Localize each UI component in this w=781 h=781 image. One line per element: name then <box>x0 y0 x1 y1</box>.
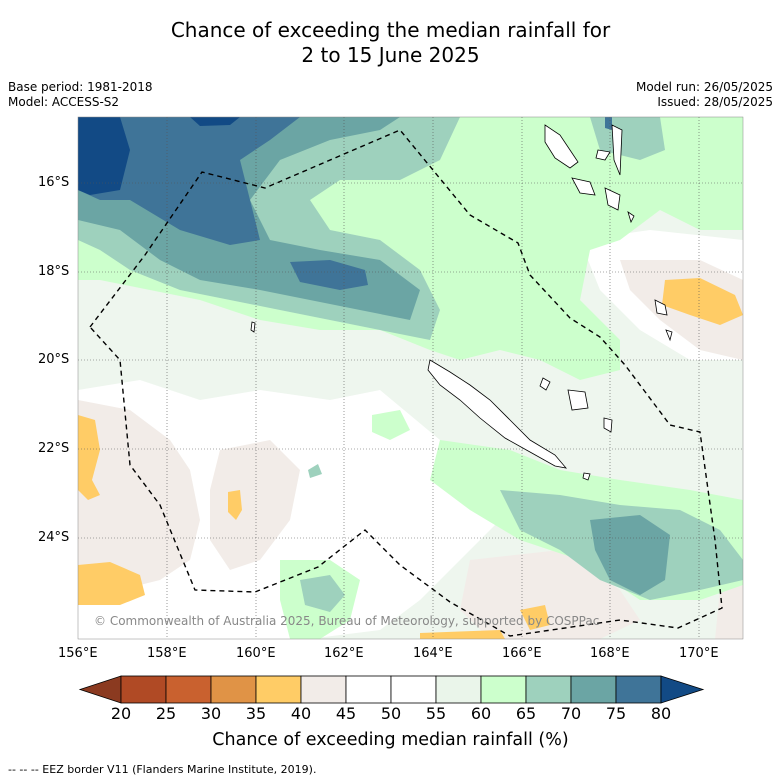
colorbar-tick-label: 50 <box>380 704 402 723</box>
colorbar <box>78 675 705 704</box>
colorbar-tick-label: 25 <box>155 704 177 723</box>
loyalty-island-b <box>567 389 589 411</box>
colorbar-tick-label: 75 <box>605 704 627 723</box>
loyalty-island-c <box>539 377 551 391</box>
colorbar-tick-label: 55 <box>425 704 447 723</box>
colorbar-segment <box>615 675 662 704</box>
lat-tick-18s: 18°S <box>38 264 70 279</box>
loyalty-island-d <box>603 417 613 433</box>
model-run: Model run: 26/05/2025 <box>635 80 773 94</box>
colorbar-tick-label: 60 <box>470 704 492 723</box>
region-40-45-se <box>715 585 743 639</box>
region-35-40-e <box>520 605 550 630</box>
lon-tick-162e: 162°E <box>324 646 364 661</box>
region-35-40-b <box>78 562 145 605</box>
colorbar-tick-label: 40 <box>290 704 312 723</box>
model-name: Model: ACCESS-S2 <box>8 95 120 109</box>
colorbar-tick-label: 45 <box>335 704 357 723</box>
title-line-2: 2 to 15 June 2025 <box>301 43 480 67</box>
lon-tick-164e: 164°E <box>413 646 453 661</box>
region-40-45-mid <box>210 440 300 570</box>
lat-tick-20s: 20°S <box>38 352 70 367</box>
lon-tick-156e: 156°E <box>58 646 98 661</box>
colorbar-segment <box>345 675 392 704</box>
region-35-40-a <box>78 415 100 500</box>
chart-title: Chance of exceeding the median rainfall … <box>0 18 781 68</box>
lon-tick-166e: 166°E <box>502 646 542 661</box>
vanuatu-island-d <box>604 187 621 211</box>
copyright-text: © Commonwealth of Australia 2025, Bureau… <box>94 614 600 628</box>
lon-tick-168e: 168°E <box>590 646 630 661</box>
vanuatu-island-f <box>665 329 673 342</box>
lat-tick-16s: 16°S <box>38 175 70 190</box>
eez-legend-note: -- -- -- EEZ border V11 (Flanders Marine… <box>8 763 317 776</box>
colorbar-segment <box>390 675 437 704</box>
isle-of-pines <box>582 472 591 481</box>
new-caledonia-island <box>427 359 568 469</box>
region-35-40-d <box>662 278 743 325</box>
region-40-45-south <box>460 550 640 639</box>
region-35-40-f <box>420 630 505 639</box>
region-65-70-sw <box>300 575 345 612</box>
vanuatu-island-b <box>595 149 611 161</box>
lon-tick-160e: 160°E <box>236 646 276 661</box>
vanuatu-island-c <box>611 124 623 176</box>
region-60-65-mid <box>372 410 410 440</box>
colorbar-tick-label: 80 <box>650 704 672 723</box>
colorbar-tick-label: 70 <box>560 704 582 723</box>
region-over-80 <box>78 117 130 195</box>
loyalty-island-a <box>654 299 668 316</box>
map-frame <box>77 116 744 640</box>
region-50-55 <box>78 380 540 639</box>
issued-date: Issued: 28/05/2025 <box>657 95 773 109</box>
colorbar-tick-label: 30 <box>200 704 222 723</box>
solomon-island-a <box>544 124 579 169</box>
lon-tick-170e: 170°E <box>679 646 719 661</box>
colorbar-tick-label: 35 <box>245 704 267 723</box>
lon-tick-158e: 158°E <box>147 646 187 661</box>
colorbar-tick-label: 65 <box>515 704 537 723</box>
region-40-45-sw <box>78 400 200 590</box>
lat-tick-24s: 24°S <box>38 530 70 545</box>
rainfall-map <box>78 117 743 639</box>
title-line-1: Chance of exceeding the median rainfall … <box>170 18 611 42</box>
vanuatu-island-e <box>627 211 635 224</box>
region-75-80 <box>78 117 300 245</box>
reef-island <box>250 321 256 333</box>
colorbar-segment <box>255 675 302 704</box>
region-35-40-c <box>228 490 242 520</box>
colorbar-segment <box>120 675 167 704</box>
colorbar-segment <box>525 675 572 704</box>
colorbar-over-arrow <box>660 675 705 704</box>
colorbar-label: Chance of exceeding median rainfall (%) <box>212 730 569 750</box>
region-over-80-b <box>190 117 240 126</box>
region-65-70-dot <box>308 464 322 478</box>
eez-border <box>89 129 723 637</box>
meta-right: Model run: 26/05/2025 Issued: 28/05/2025 <box>636 80 773 110</box>
colorbar-under-arrow <box>78 675 122 704</box>
colorbar-segment <box>570 675 617 704</box>
graticule <box>78 117 743 639</box>
lat-tick-22s: 22°S <box>38 441 70 456</box>
colorbar-tick-label: 20 <box>110 704 132 723</box>
meta-left: Base period: 1981-2018 Model: ACCESS-S2 <box>8 80 153 110</box>
colorbar-segment <box>435 675 482 704</box>
land-outlines <box>250 124 673 481</box>
base-period: Base period: 1981-2018 <box>8 80 153 94</box>
colorbar-segment <box>300 675 347 704</box>
colorbar-segment <box>210 675 257 704</box>
region-75-80-ne <box>605 117 612 130</box>
colorbar-segment <box>165 675 212 704</box>
colorbar-segment <box>480 675 527 704</box>
region-75-80-blob <box>290 260 368 290</box>
vanuatu-island-a <box>571 177 596 196</box>
